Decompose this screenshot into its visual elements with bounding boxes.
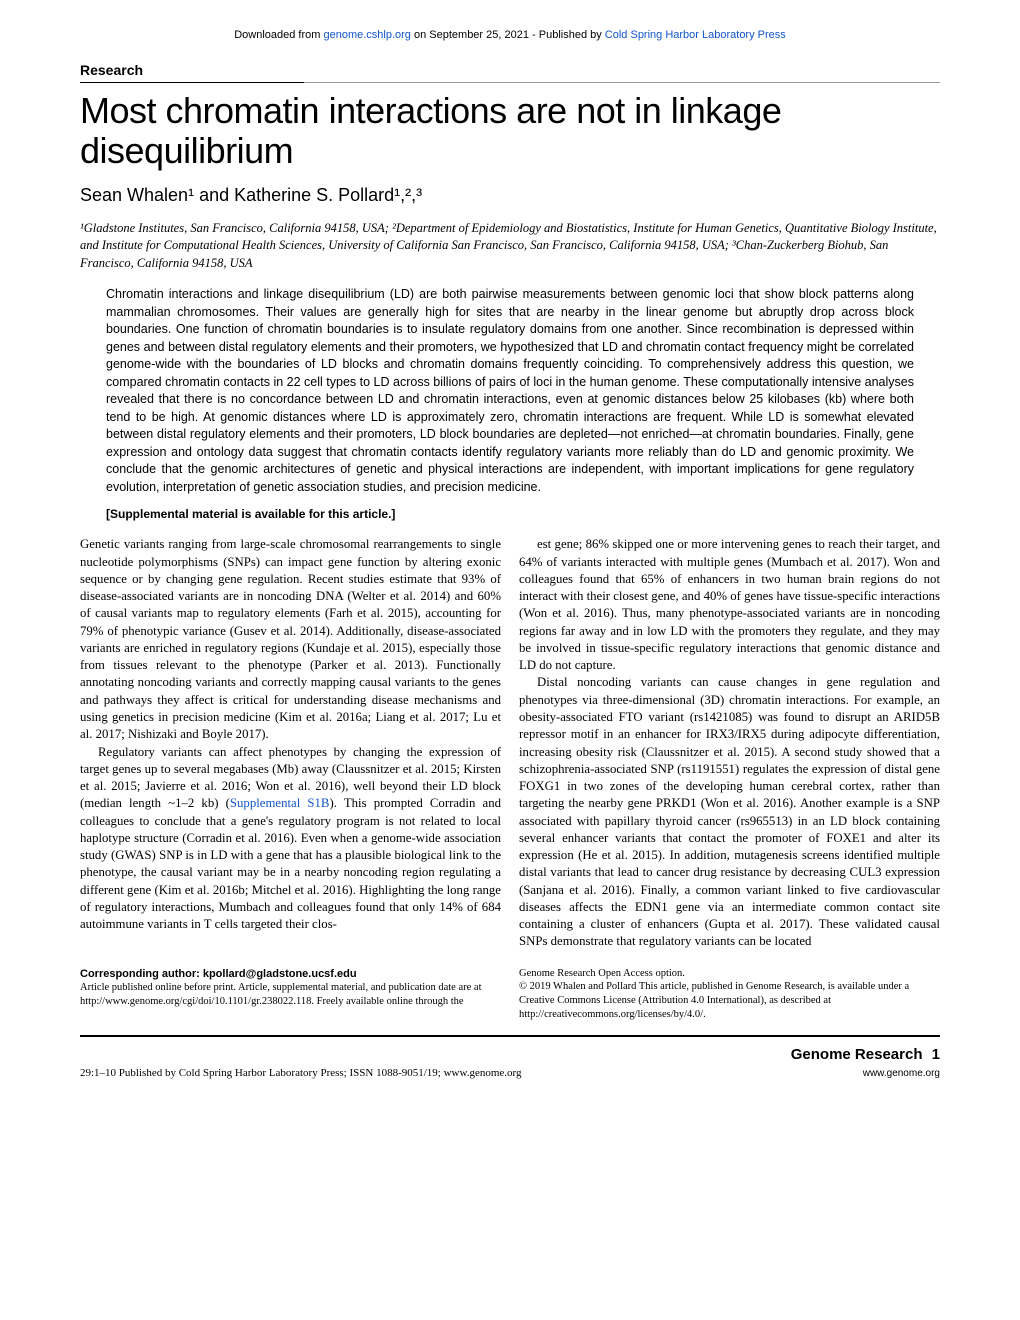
abstract: Chromatin interactions and linkage diseq… (106, 286, 914, 496)
body-text: Genetic variants ranging from large-scal… (80, 536, 940, 950)
page-footer-journal: Genome Research 1 www.genome.org (791, 1045, 940, 1080)
authors-line: Sean Whalen¹ and Katherine S. Pollard¹,²… (80, 183, 940, 207)
footer-block: Corresponding author: kpollard@gladstone… (80, 967, 940, 1038)
article-title: Most chromatin interactions are not in l… (80, 91, 940, 172)
footer-right-text: © 2019 Whalen and Pollard This article, … (519, 980, 940, 1021)
download-link-publisher[interactable]: Cold Spring Harbor Laboratory Press (605, 29, 786, 41)
download-link-source[interactable]: genome.cshlp.org (323, 29, 410, 41)
body-p3: est gene; 86% skipped one or more interv… (519, 536, 940, 674)
body-p1: Genetic variants ranging from large-scal… (80, 536, 501, 743)
journal-url: www.genome.org (863, 1068, 940, 1079)
download-banner: Downloaded from genome.cshlp.org on Sept… (80, 28, 940, 43)
download-middle: on September 25, 2021 - Published by (411, 29, 605, 41)
supplemental-note: [Supplemental material is available for … (106, 506, 914, 522)
page-footer: 29:1–10 Published by Cold Spring Harbor … (80, 1045, 940, 1080)
body-p4: Distal noncoding variants can cause chan… (519, 674, 940, 950)
journal-name: Genome Research (791, 1046, 923, 1063)
supplemental-link[interactable]: Supplemental S1B (230, 796, 330, 810)
corresponding-author: Corresponding author: kpollard@gladstone… (80, 967, 501, 981)
page-footer-left: 29:1–10 Published by Cold Spring Harbor … (80, 1066, 522, 1081)
body-p2: Regulatory variants can affect phenotype… (80, 744, 501, 934)
page-number: 1 (932, 1046, 940, 1063)
download-prefix: Downloaded from (234, 29, 323, 41)
body-p2b: ). This prompted Corradin and colleagues… (80, 796, 501, 931)
affiliations: ¹Gladstone Institutes, San Francisco, Ca… (80, 220, 940, 273)
section-label: Research (80, 61, 940, 83)
